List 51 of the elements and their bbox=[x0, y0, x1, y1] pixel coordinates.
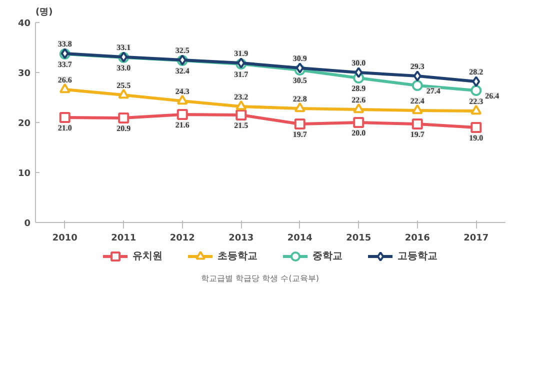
data-label: 31.9 bbox=[234, 49, 248, 58]
data-label: 21.5 bbox=[234, 121, 248, 130]
y-tick-label: 40 bbox=[18, 19, 31, 29]
data-label: 21.0 bbox=[58, 124, 72, 132]
legend-label: 유치원 bbox=[132, 250, 162, 263]
data-label: 22.3 bbox=[469, 97, 484, 106]
data-label: 26.6 bbox=[58, 76, 72, 84]
data-label: 23.2 bbox=[234, 92, 248, 102]
y-tick-label: 0 bbox=[24, 219, 31, 229]
data-label: 32.5 bbox=[175, 46, 190, 55]
data-label: 24.3 bbox=[175, 87, 190, 96]
legend-label: 초등학교 bbox=[218, 250, 258, 263]
data-label: 32.4 bbox=[175, 66, 190, 76]
data-label: 33.1 bbox=[116, 43, 131, 52]
data-label: 19.7 bbox=[292, 130, 307, 139]
x-tick-label: 2011 bbox=[111, 234, 136, 244]
data-label: 19.7 bbox=[410, 130, 424, 139]
x-tick-label: 2017 bbox=[464, 234, 489, 244]
x-tick-label: 2013 bbox=[228, 234, 254, 244]
y-tick-label: 10 bbox=[18, 169, 31, 179]
data-label: 33.8 bbox=[58, 40, 72, 48]
y-tick-label: 20 bbox=[18, 119, 31, 129]
x-tick-label: 2010 bbox=[52, 234, 78, 244]
data-label: 30.0 bbox=[352, 58, 366, 68]
x-tick-label: 2016 bbox=[404, 234, 430, 244]
data-label: 25.5 bbox=[116, 81, 131, 90]
text: 학교급별 학급당 학생 수(교육부) bbox=[201, 273, 319, 284]
data-label: 22.6 bbox=[352, 96, 366, 104]
data-label: 27.4 bbox=[426, 86, 440, 96]
data-label: 33.7 bbox=[58, 60, 72, 69]
data-label: 30.9 bbox=[292, 54, 307, 63]
data-label: 19.0 bbox=[469, 134, 484, 142]
x-tick-label: 2012 bbox=[170, 234, 195, 244]
data-label: 20.9 bbox=[116, 124, 131, 133]
data-label: 28.2 bbox=[469, 68, 484, 76]
y-tick-label: 30 bbox=[18, 69, 31, 79]
data-label: 29.3 bbox=[410, 62, 424, 71]
x-tick-label: 2015 bbox=[346, 234, 372, 244]
data-label: 28.9 bbox=[352, 84, 366, 93]
data-label: 31.7 bbox=[234, 70, 248, 79]
data-label: 30.5 bbox=[292, 76, 307, 85]
data-label: 26.4 bbox=[485, 92, 500, 100]
y-axis-title: (명) bbox=[36, 8, 53, 18]
data-label: 21.6 bbox=[175, 120, 190, 130]
data-label: 33.0 bbox=[116, 64, 131, 72]
data-label: 20.0 bbox=[352, 128, 366, 138]
data-label: 22.4 bbox=[410, 96, 424, 106]
legend-label: 중학교 bbox=[312, 250, 342, 263]
data-label: 22.8 bbox=[292, 94, 307, 104]
x-tick-label: 2014 bbox=[287, 234, 312, 244]
legend-label: 고등학교 bbox=[398, 250, 438, 263]
